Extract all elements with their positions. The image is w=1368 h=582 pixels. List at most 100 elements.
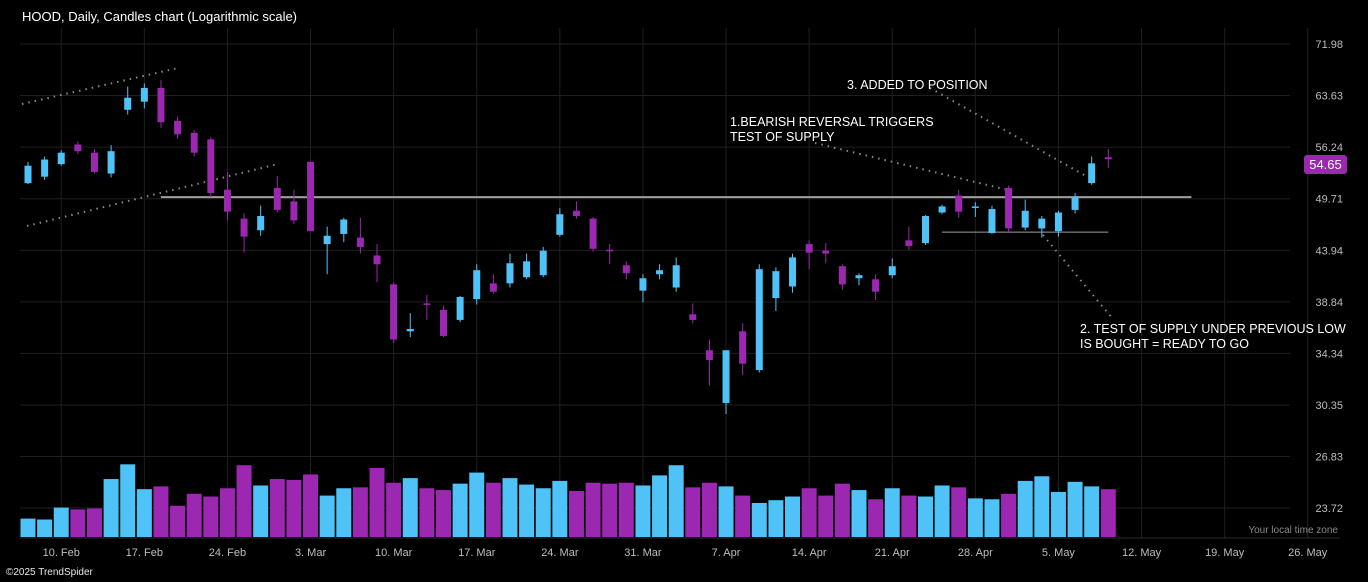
grid-lines bbox=[20, 28, 1340, 539]
candle-body[interactable] bbox=[406, 329, 414, 332]
candle-body[interactable] bbox=[356, 237, 364, 247]
candle-body[interactable] bbox=[107, 151, 115, 174]
candle-body[interactable] bbox=[323, 235, 331, 245]
volume-bar bbox=[153, 486, 169, 537]
candle-body[interactable] bbox=[755, 269, 763, 371]
volume-bar bbox=[552, 480, 568, 537]
candle-body[interactable] bbox=[639, 278, 647, 291]
candle-body[interactable] bbox=[174, 120, 182, 135]
candle-body[interactable] bbox=[57, 152, 65, 165]
volume-bar bbox=[652, 475, 668, 537]
candle-body[interactable] bbox=[124, 97, 132, 110]
candle-body[interactable] bbox=[74, 144, 82, 152]
candle-body[interactable] bbox=[1071, 197, 1079, 210]
candle-body[interactable] bbox=[190, 132, 198, 153]
candle-body[interactable] bbox=[705, 350, 713, 360]
volume-bar bbox=[402, 478, 418, 537]
candle-body[interactable] bbox=[24, 165, 32, 184]
candles bbox=[24, 80, 1112, 415]
candle-body[interactable] bbox=[340, 219, 348, 234]
candle-body[interactable] bbox=[90, 152, 98, 172]
volume-bar bbox=[901, 495, 917, 537]
x-tick-label: 12. May bbox=[1122, 547, 1162, 559]
volume-bar bbox=[253, 485, 269, 537]
timezone-label[interactable]: Your local time zone bbox=[1248, 525, 1338, 536]
candle-body[interactable] bbox=[1088, 163, 1096, 184]
candle-body[interactable] bbox=[672, 265, 680, 288]
candle-body[interactable] bbox=[722, 350, 730, 403]
candle-body[interactable] bbox=[1104, 157, 1112, 160]
candle-body[interactable] bbox=[41, 159, 49, 177]
candle-body[interactable] bbox=[506, 263, 514, 284]
candle-body[interactable] bbox=[273, 188, 281, 210]
x-tick-label: 31. Mar bbox=[624, 547, 662, 559]
x-tick-label: 17. Feb bbox=[126, 547, 163, 559]
volume-bar bbox=[1067, 481, 1083, 537]
candle-body[interactable] bbox=[539, 250, 547, 276]
chart-title: HOOD, Daily, Candles chart (Logarithmic … bbox=[22, 9, 298, 24]
candle-body[interactable] bbox=[955, 195, 963, 212]
candle-body[interactable] bbox=[905, 240, 913, 246]
candle-body[interactable] bbox=[971, 206, 979, 208]
candle-body[interactable] bbox=[1054, 212, 1062, 232]
x-tick-label: 10. Mar bbox=[375, 547, 413, 559]
candle-body[interactable] bbox=[606, 249, 614, 252]
candle-body[interactable] bbox=[556, 214, 564, 235]
candle-body[interactable] bbox=[622, 265, 630, 274]
candle-body[interactable] bbox=[888, 266, 896, 276]
candle-body[interactable] bbox=[872, 279, 880, 292]
candle-body[interactable] bbox=[1005, 188, 1013, 229]
candle-body[interactable] bbox=[423, 303, 431, 305]
x-tick-label: 28. Apr bbox=[958, 547, 993, 559]
volume-bar bbox=[352, 487, 368, 537]
candle-body[interactable] bbox=[440, 309, 447, 336]
volume-bar bbox=[203, 496, 219, 537]
volume-bar bbox=[469, 472, 485, 537]
annotation-line: 1.BEARISH REVERSAL TRIGGERS bbox=[730, 115, 934, 129]
y-tick-label: 49.71 bbox=[1315, 194, 1343, 206]
volume-bar bbox=[1001, 493, 1017, 537]
candle-body[interactable] bbox=[772, 271, 780, 299]
candle-body[interactable] bbox=[140, 87, 148, 102]
y-tick-label: 38.84 bbox=[1315, 297, 1343, 309]
candle-body[interactable] bbox=[290, 201, 298, 221]
candle-body[interactable] bbox=[1038, 218, 1046, 229]
candle-body[interactable] bbox=[805, 244, 813, 253]
pointer-note2-line bbox=[1042, 234, 1113, 319]
candle-body[interactable] bbox=[838, 266, 846, 285]
candle-body[interactable] bbox=[789, 257, 797, 287]
x-tick-label: 14. Apr bbox=[792, 547, 827, 559]
candle-body[interactable] bbox=[589, 218, 597, 249]
y-axis-ticks: 71.98 63.63 56.24 49.71 43.94 38.84 34.34 30.35… bbox=[1315, 39, 1343, 515]
candle-body[interactable] bbox=[739, 331, 747, 364]
candle-body[interactable] bbox=[240, 218, 248, 237]
candle-body[interactable] bbox=[572, 210, 580, 216]
candle-body[interactable] bbox=[656, 270, 664, 275]
candle-body[interactable] bbox=[855, 275, 863, 279]
candle-body[interactable] bbox=[689, 314, 697, 320]
volume-bar bbox=[718, 486, 734, 537]
candle-body[interactable] bbox=[373, 255, 381, 265]
volume-bar bbox=[951, 487, 967, 537]
candle-body[interactable] bbox=[473, 270, 481, 300]
candle-body[interactable] bbox=[822, 250, 830, 254]
candle-body[interactable] bbox=[157, 87, 165, 123]
candle-body[interactable] bbox=[223, 189, 231, 212]
candle-body[interactable] bbox=[207, 139, 215, 193]
candle-body[interactable] bbox=[938, 206, 946, 213]
x-tick-label: 24. Mar bbox=[541, 547, 579, 559]
candle-body[interactable] bbox=[523, 261, 531, 278]
candle-body[interactable] bbox=[1021, 210, 1029, 228]
x-tick-label: 26. May bbox=[1288, 547, 1328, 559]
y-tick-label: 30.35 bbox=[1315, 400, 1343, 412]
candle-body[interactable] bbox=[307, 161, 315, 232]
candle-body[interactable] bbox=[988, 209, 996, 233]
volume-bar bbox=[103, 479, 119, 537]
candle-body[interactable] bbox=[921, 215, 929, 244]
candle-body[interactable] bbox=[257, 215, 265, 231]
candle-body[interactable] bbox=[390, 284, 398, 340]
volume-bar bbox=[519, 484, 535, 537]
candle-body[interactable] bbox=[456, 296, 464, 320]
candle-body[interactable] bbox=[489, 283, 497, 292]
